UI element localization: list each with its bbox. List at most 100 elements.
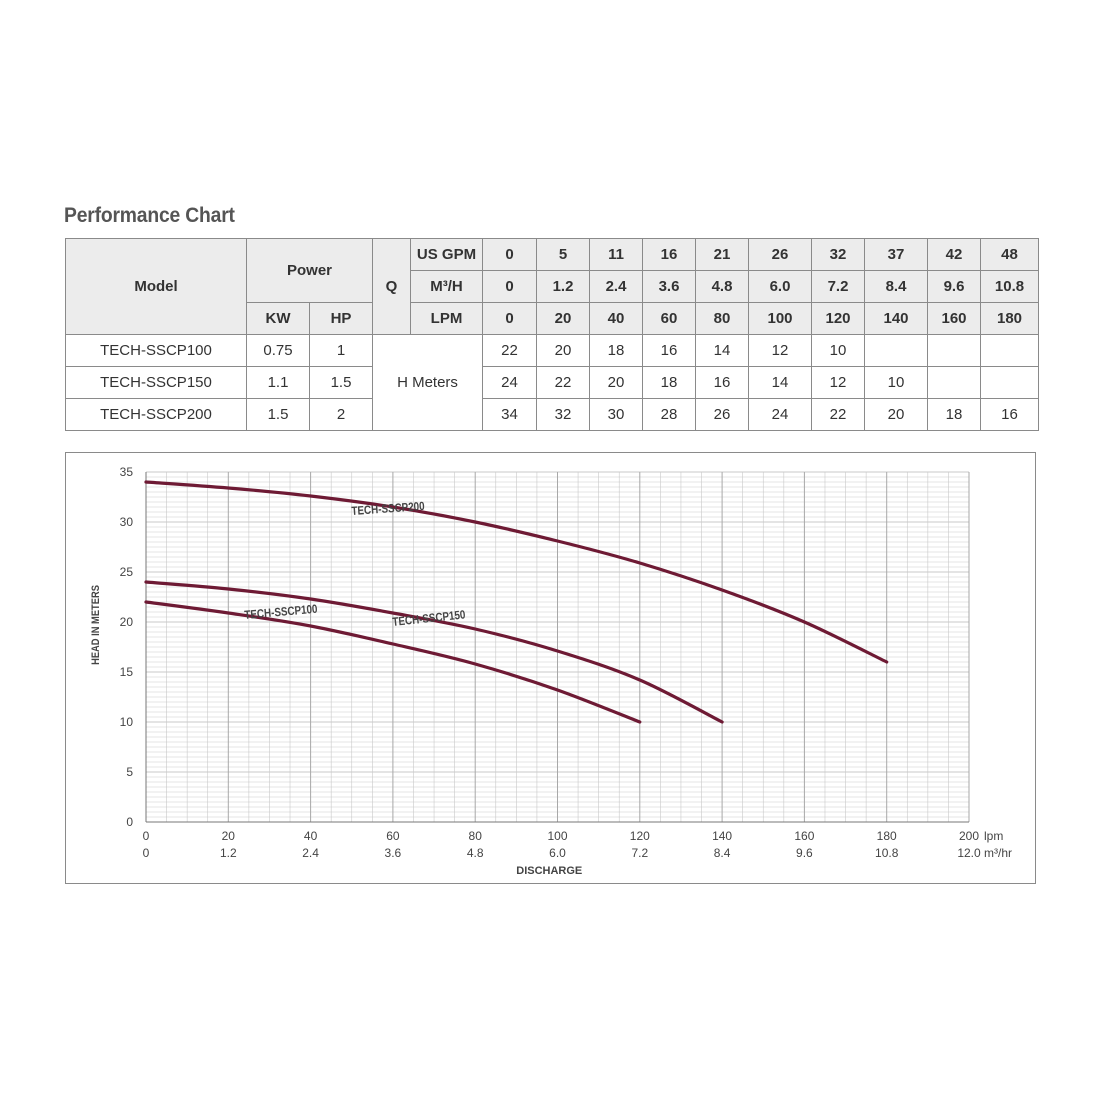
x-unit-lpm: lpm [984,829,1003,843]
usgpm-cell: 48 [980,238,1039,271]
x-tick-label-m3hr: 3.6 [385,846,402,860]
x-tick-label-lpm: 140 [712,829,732,843]
header-lpm: LPM [410,302,483,335]
x-tick-label-m3hr: 2.4 [302,846,319,860]
m3h-cell: 0 [482,270,537,303]
head-cell: 34 [482,398,537,431]
x-tick-label-lpm: 80 [469,829,483,843]
head-cell: 12 [811,366,865,399]
head-cell: 20 [536,334,590,367]
y-tick-label: 25 [120,565,134,579]
y-tick-label: 5 [126,765,133,779]
header-hp: HP [309,302,373,335]
lpm-cell: 20 [536,302,590,335]
x-axis-title: DISCHARGE [516,865,582,877]
m3h-cell: 6.0 [748,270,812,303]
head-cell [927,334,981,367]
m3h-cell: 8.4 [864,270,928,303]
lpm-cell: 60 [642,302,696,335]
usgpm-cell: 37 [864,238,928,271]
head-cell: 10 [864,366,928,399]
head-cell [980,366,1039,399]
x-tick-label-m3hr: 8.4 [714,846,731,860]
lpm-cell: 40 [589,302,643,335]
model-kw: 0.75 [246,334,310,367]
header-power: Power [246,238,373,303]
y-tick-label: 15 [120,665,134,679]
lpm-cell: 180 [980,302,1039,335]
m3h-cell: 4.8 [695,270,749,303]
head-cell: 20 [589,366,643,399]
x-tick-label-lpm: 40 [304,829,318,843]
head-cell: 28 [642,398,696,431]
head-cell: 12 [748,334,812,367]
head-cell [864,334,928,367]
x-tick-label-lpm: 20 [222,829,236,843]
model-kw: 1.5 [246,398,310,431]
lpm-cell: 140 [864,302,928,335]
y-tick-label: 35 [120,465,134,479]
head-cell: 24 [748,398,812,431]
header-kw: KW [246,302,310,335]
m3h-cell: 7.2 [811,270,865,303]
head-cell: 22 [482,334,537,367]
x-tick-label-lpm: 100 [547,829,567,843]
model-hp: 2 [309,398,373,431]
x-tick-label-m3hr: 10.8 [875,846,899,860]
x-tick-label-lpm: 0 [143,829,150,843]
performance-table: Model Power Q US GPM 0 5 11 16 21 26 32 … [65,238,1039,431]
x-tick-label-m3hr: 7.2 [631,846,648,860]
head-cell: 24 [482,366,537,399]
x-tick-label-m3hr: 4.8 [467,846,484,860]
m3h-cell: 3.6 [642,270,696,303]
x-tick-label-m3hr: 9.6 [796,846,813,860]
usgpm-cell: 5 [536,238,590,271]
y-tick-label: 20 [120,615,134,629]
head-cell: 18 [642,366,696,399]
model-name: TECH-SSCP100 [65,334,247,367]
head-cell: 18 [927,398,981,431]
curve-label: TECH-SSCP100 [244,603,318,622]
lpm-cell: 120 [811,302,865,335]
x-tick-label-m3hr: 6.0 [549,846,566,860]
usgpm-cell: 16 [642,238,696,271]
model-name: TECH-SSCP150 [65,366,247,399]
header-q: Q [372,238,411,335]
head-cell [927,366,981,399]
usgpm-cell: 21 [695,238,749,271]
usgpm-cell: 42 [927,238,981,271]
model-name: TECH-SSCP200 [65,398,247,431]
usgpm-cell: 0 [482,238,537,271]
header-model: Model [65,238,247,335]
curve-tech-sscp200 [144,480,889,664]
x-tick-label-m3hr: 12.0 [957,846,981,860]
head-cell: 22 [536,366,590,399]
model-hp: 1 [309,334,373,367]
lpm-cell: 100 [748,302,812,335]
lpm-cell: 160 [927,302,981,335]
head-cell: 20 [864,398,928,431]
x-unit-m3hr: m³/hr [984,846,1012,860]
usgpm-cell: 26 [748,238,812,271]
m3h-cell: 1.2 [536,270,590,303]
x-tick-label-lpm: 180 [877,829,897,843]
x-tick-label-lpm: 60 [386,829,400,843]
y-tick-label: 0 [126,815,133,829]
x-tick-label-lpm: 120 [630,829,650,843]
head-cell [980,334,1039,367]
performance-curve-chart: 0 5 10 15 20 25 30 35 0 20 40 60 80 100 120 140 160 180 20… [65,452,1036,884]
head-cell: 16 [980,398,1039,431]
m3h-cell: 9.6 [927,270,981,303]
model-kw: 1.1 [246,366,310,399]
m3h-cell: 2.4 [589,270,643,303]
h-meters-label: H Meters [372,334,483,431]
chart-title: Performance Chart [64,204,235,227]
head-cell: 26 [695,398,749,431]
x-tick-label-lpm: 200 [959,829,979,843]
performance-curve-svg: 0 5 10 15 20 25 30 35 0 20 40 60 80 100 120 140 160 180 20… [90,465,1012,877]
head-cell: 22 [811,398,865,431]
header-usgpm: US GPM [410,238,483,271]
lpm-cell: 80 [695,302,749,335]
lpm-cell: 0 [482,302,537,335]
y-axis-title: HEAD IN METERS [90,585,102,665]
